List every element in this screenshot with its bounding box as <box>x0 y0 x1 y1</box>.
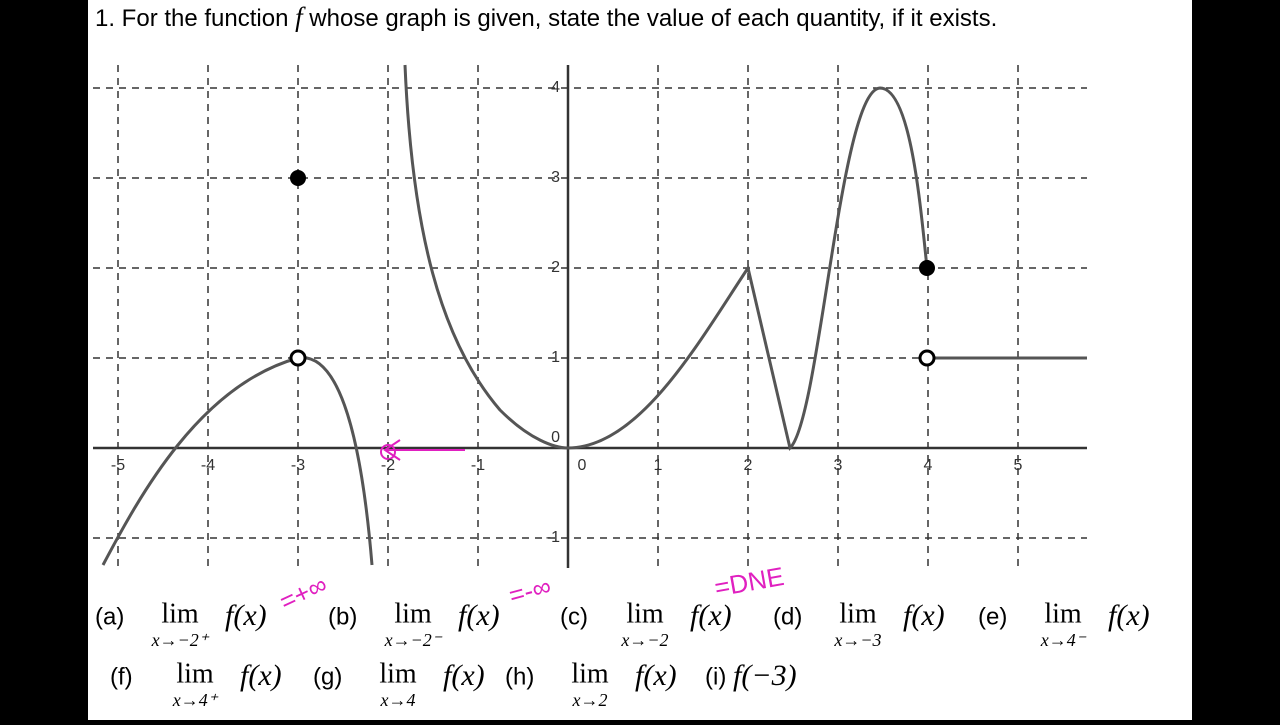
lim-sub: x→−2⁺ <box>151 630 210 650</box>
open-dot <box>289 349 307 367</box>
question-label: (h) <box>505 663 534 690</box>
open-dot <box>918 349 936 367</box>
question-label: (d) <box>773 603 802 630</box>
lim: lim <box>161 598 199 629</box>
x-tick-label: -4 <box>201 457 215 474</box>
lim: lim <box>626 598 664 629</box>
x-tick-label: 1 <box>654 457 663 474</box>
sheet <box>88 0 1192 720</box>
y-tick-label: 4 <box>551 79 560 96</box>
filled-dot <box>919 260 935 276</box>
curve-middle <box>403 64 929 451</box>
question-label: (i) <box>705 663 726 690</box>
title-text: 1. For the function <box>95 5 295 32</box>
x-tick-label: -2 <box>381 457 395 474</box>
lim-sub: x→−2⁻ <box>384 630 443 650</box>
expression: f(x) <box>1108 599 1150 632</box>
lim-sub: x→4 <box>380 690 416 710</box>
lim-sub: x→4⁺ <box>172 690 219 710</box>
question-label: (g) <box>313 663 342 690</box>
lim: lim <box>1044 598 1082 629</box>
x-tick-label: 3 <box>834 457 843 474</box>
pen-arrow <box>380 439 465 461</box>
lim-sub: x→−2 <box>620 630 668 650</box>
expression: f(x) <box>903 599 945 632</box>
lim: lim <box>379 658 417 689</box>
x-tick-label: -3 <box>291 457 305 474</box>
x-tick-label: 2 <box>744 457 753 474</box>
question-label: (a) <box>95 603 124 630</box>
x-tick-label: -1 <box>471 457 485 474</box>
expression: f(x) <box>635 659 677 692</box>
y-tick-label: 3 <box>551 169 560 186</box>
lim: lim <box>571 658 609 689</box>
lim: lim <box>176 658 214 689</box>
question-label: (c) <box>560 603 588 630</box>
lim: lim <box>839 598 877 629</box>
question-label: (f) <box>110 663 133 690</box>
y-tick-label: -1 <box>546 529 560 546</box>
filled-dot <box>290 170 306 186</box>
lim-sub: x→2 <box>572 690 608 710</box>
question-label: (b) <box>328 603 357 630</box>
question-label: (e) <box>978 603 1007 630</box>
expression: f(x) <box>690 599 732 632</box>
lim-sub: x→−3 <box>833 630 881 650</box>
expression: f(x) <box>225 599 267 632</box>
title-f: f <box>295 2 306 32</box>
x-tick-label: -5 <box>111 457 125 474</box>
x-tick-label: 5 <box>1014 457 1023 474</box>
expression: f(−3) <box>733 659 797 692</box>
lim-sub: x→4⁻ <box>1040 630 1087 650</box>
expression: f(x) <box>458 599 500 632</box>
grid <box>93 65 1087 568</box>
y-tick-label: 0 <box>551 429 560 446</box>
y-tick-label: 1 <box>551 349 560 366</box>
x-tick-label: 4 <box>924 457 933 474</box>
y-tick-label: 2 <box>551 259 560 276</box>
expression: f(x) <box>240 659 282 692</box>
expression: f(x) <box>443 659 485 692</box>
x-tick-label: 0 <box>578 457 587 474</box>
title-text: whose graph is given, state the value of… <box>303 5 998 32</box>
title: 1. For the function f whose graph is giv… <box>95 2 997 32</box>
lim: lim <box>394 598 432 629</box>
